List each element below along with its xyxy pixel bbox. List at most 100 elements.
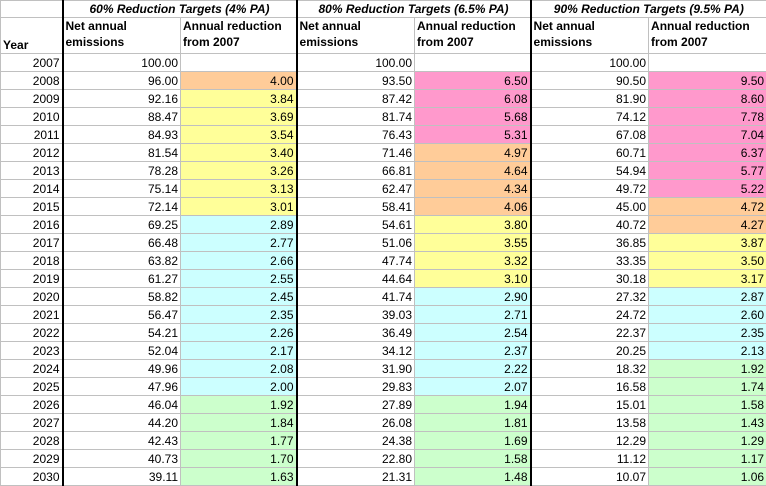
annual-reduction-60-cell[interactable]: 3.26	[181, 162, 297, 180]
annual-reduction-80-cell[interactable]: 1.48	[415, 468, 531, 486]
net-emissions-60-cell[interactable]: 92.16	[63, 90, 181, 108]
annual-reduction-80-cell[interactable]: 5.31	[415, 126, 531, 144]
net-emissions-60-cell[interactable]: 56.47	[63, 306, 181, 324]
annual-reduction-90-cell[interactable]: 2.87	[649, 288, 766, 306]
year-cell[interactable]: 2011	[1, 126, 63, 144]
net-emissions-80-cell[interactable]: 81.74	[297, 108, 415, 126]
net-emissions-90-cell[interactable]: 49.72	[531, 180, 649, 198]
net-emissions-80-cell[interactable]: 36.49	[297, 324, 415, 342]
net-emissions-60-cell[interactable]: 47.96	[63, 378, 181, 396]
annual-reduction-90-cell[interactable]: 1.74	[649, 378, 766, 396]
annual-reduction-60-cell[interactable]: 2.17	[181, 342, 297, 360]
net-emissions-60-cell[interactable]: 69.25	[63, 216, 181, 234]
net-emissions-90-cell[interactable]: 22.37	[531, 324, 649, 342]
annual-reduction-90-cell[interactable]: 3.87	[649, 234, 766, 252]
annual-reduction-80-cell[interactable]: 4.97	[415, 144, 531, 162]
net-emissions-90-cell[interactable]: 12.29	[531, 432, 649, 450]
year-cell[interactable]: 2016	[1, 216, 63, 234]
net-emissions-80-cell[interactable]: 66.81	[297, 162, 415, 180]
annual-reduction-80-cell[interactable]: 6.08	[415, 90, 531, 108]
annual-reduction-80-cell[interactable]: 2.37	[415, 342, 531, 360]
annual-reduction-90-cell[interactable]: 4.72	[649, 198, 766, 216]
net-emissions-90-cell[interactable]: 74.12	[531, 108, 649, 126]
net-emissions-60-cell[interactable]: 72.14	[63, 198, 181, 216]
annual-reduction-80-cell[interactable]: 2.90	[415, 288, 531, 306]
net-emissions-80-cell[interactable]: 34.12	[297, 342, 415, 360]
year-cell[interactable]: 2013	[1, 162, 63, 180]
net-emissions-60-cell[interactable]: 81.54	[63, 144, 181, 162]
annual-reduction-90-cell[interactable]: 9.50	[649, 72, 766, 90]
net-emissions-80-cell[interactable]: 29.83	[297, 378, 415, 396]
net-emissions-60-cell[interactable]: 88.47	[63, 108, 181, 126]
annual-reduction-60-cell[interactable]: 2.66	[181, 252, 297, 270]
annual-reduction-header-80[interactable]: Annual reduction from 2007	[415, 18, 531, 54]
annual-reduction-90-cell[interactable]: 1.43	[649, 414, 766, 432]
annual-reduction-90-cell[interactable]: 5.22	[649, 180, 766, 198]
annual-reduction-60-cell[interactable]: 3.84	[181, 90, 297, 108]
net-emissions-80-cell[interactable]: 41.74	[297, 288, 415, 306]
annual-reduction-60-cell[interactable]: 3.40	[181, 144, 297, 162]
annual-reduction-80-cell[interactable]: 1.69	[415, 432, 531, 450]
annual-reduction-90-cell[interactable]: 4.27	[649, 216, 766, 234]
net-emissions-90-cell[interactable]: 81.90	[531, 90, 649, 108]
net-emissions-60-cell[interactable]: 42.43	[63, 432, 181, 450]
annual-reduction-60-cell[interactable]: 1.77	[181, 432, 297, 450]
net-emissions-80-cell[interactable]: 24.38	[297, 432, 415, 450]
net-emissions-90-cell[interactable]: 30.18	[531, 270, 649, 288]
net-emissions-90-cell[interactable]: 54.94	[531, 162, 649, 180]
annual-reduction-60-cell[interactable]: 2.00	[181, 378, 297, 396]
net-emissions-80-cell[interactable]: 62.47	[297, 180, 415, 198]
annual-reduction-header-90[interactable]: Annual reduction from 2007	[649, 18, 766, 54]
net-emissions-90-cell[interactable]: 45.00	[531, 198, 649, 216]
annual-reduction-60-cell[interactable]: 3.69	[181, 108, 297, 126]
net-emissions-header-60[interactable]: Net annual emissions	[63, 18, 181, 54]
annual-reduction-90-cell[interactable]: 3.50	[649, 252, 766, 270]
net-emissions-60-cell[interactable]: 96.00	[63, 72, 181, 90]
net-emissions-80-cell[interactable]: 54.61	[297, 216, 415, 234]
annual-reduction-80-cell[interactable]: 2.71	[415, 306, 531, 324]
annual-reduction-60-cell[interactable]: 1.92	[181, 396, 297, 414]
annual-reduction-80-cell[interactable]: 1.81	[415, 414, 531, 432]
year-cell[interactable]: 2009	[1, 90, 63, 108]
net-emissions-80-cell[interactable]: 93.50	[297, 72, 415, 90]
year-cell[interactable]: 2010	[1, 108, 63, 126]
annual-reduction-90-cell[interactable]: 7.04	[649, 126, 766, 144]
year-cell[interactable]: 2028	[1, 432, 63, 450]
net-emissions-90-cell[interactable]: 10.07	[531, 468, 649, 486]
net-emissions-60-cell[interactable]: 39.11	[63, 468, 181, 486]
net-emissions-90-cell[interactable]: 20.25	[531, 342, 649, 360]
net-emissions-90-cell[interactable]: 100.00	[531, 54, 649, 72]
net-emissions-80-cell[interactable]: 44.64	[297, 270, 415, 288]
net-emissions-90-cell[interactable]: 16.58	[531, 378, 649, 396]
annual-reduction-header-60[interactable]: Annual reduction from 2007	[181, 18, 297, 54]
group-title-60[interactable]: 60% Reduction Targets (4% PA)	[63, 1, 297, 18]
net-emissions-80-cell[interactable]: 51.06	[297, 234, 415, 252]
annual-reduction-90-cell[interactable]: 2.60	[649, 306, 766, 324]
net-emissions-80-cell[interactable]: 31.90	[297, 360, 415, 378]
annual-reduction-60-cell[interactable]: 3.01	[181, 198, 297, 216]
annual-reduction-60-cell[interactable]: 2.45	[181, 288, 297, 306]
net-emissions-60-cell[interactable]: 49.96	[63, 360, 181, 378]
net-emissions-90-cell[interactable]: 27.32	[531, 288, 649, 306]
net-emissions-60-cell[interactable]: 54.21	[63, 324, 181, 342]
net-emissions-80-cell[interactable]: 47.74	[297, 252, 415, 270]
net-emissions-80-cell[interactable]: 27.89	[297, 396, 415, 414]
annual-reduction-90-cell[interactable]: 1.92	[649, 360, 766, 378]
year-cell[interactable]: 2020	[1, 288, 63, 306]
annual-reduction-60-cell[interactable]: 2.35	[181, 306, 297, 324]
annual-reduction-60-cell[interactable]: 1.84	[181, 414, 297, 432]
annual-reduction-80-cell[interactable]: 3.10	[415, 270, 531, 288]
group-title-80[interactable]: 80% Reduction Targets (6.5% PA)	[297, 1, 531, 18]
year-header[interactable]: Year	[1, 18, 63, 54]
year-cell[interactable]: 2017	[1, 234, 63, 252]
net-emissions-90-cell[interactable]: 15.01	[531, 396, 649, 414]
net-emissions-header-80[interactable]: Net annual emissions	[297, 18, 415, 54]
annual-reduction-60-cell[interactable]: 1.63	[181, 468, 297, 486]
group-title-90[interactable]: 90% Reduction Targets (9.5% PA)	[531, 1, 766, 18]
year-cell[interactable]: 2015	[1, 198, 63, 216]
net-emissions-header-90[interactable]: Net annual emissions	[531, 18, 649, 54]
corner-cell[interactable]	[1, 1, 63, 18]
year-cell[interactable]: 2026	[1, 396, 63, 414]
net-emissions-80-cell[interactable]: 87.42	[297, 90, 415, 108]
net-emissions-90-cell[interactable]: 60.71	[531, 144, 649, 162]
